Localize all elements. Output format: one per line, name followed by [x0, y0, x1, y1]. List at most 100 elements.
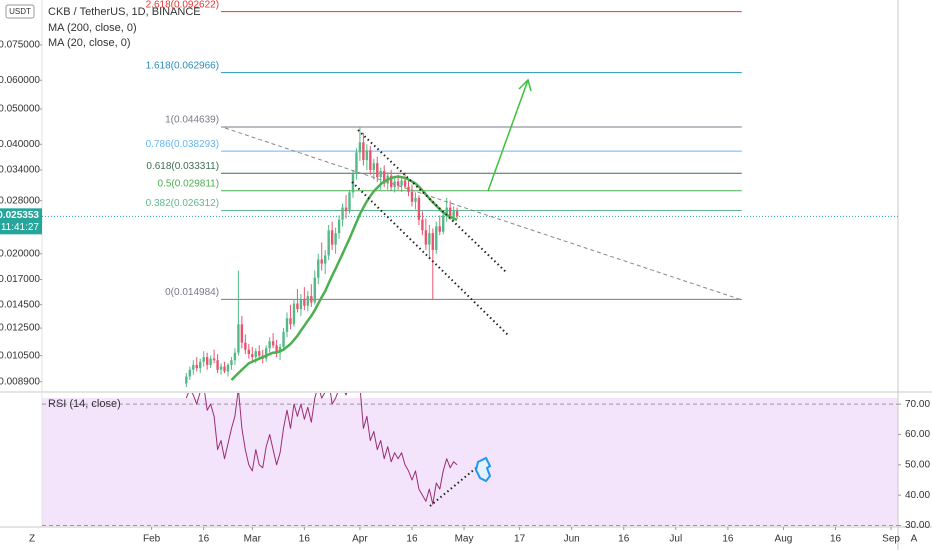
candle-body [334, 233, 337, 245]
fib-label: 0.618(0.033311) [146, 161, 219, 172]
rsi-tick-label: 60.00 [905, 429, 930, 440]
candle-body [396, 181, 400, 186]
candle-body [192, 364, 195, 370]
candle-body [403, 180, 407, 187]
trend-line [224, 127, 743, 301]
candle-body [199, 361, 202, 369]
candle-body [445, 207, 448, 216]
candle-body [233, 352, 237, 361]
chart-title: CKB / TetherUS, 1D, BINANCE [48, 6, 201, 18]
candle-body [268, 341, 271, 349]
arrow-head [518, 78, 532, 92]
candle-body [355, 152, 358, 174]
candle-body [320, 259, 323, 264]
y-tick-label: 0.014500 [0, 299, 40, 310]
candle-body [205, 357, 209, 365]
candle-body [303, 299, 306, 306]
fib-label: 0(0.014984) [165, 287, 219, 298]
candle-body [240, 324, 244, 343]
candle-body [223, 366, 226, 372]
candle-body [264, 348, 268, 359]
candle-body [344, 207, 348, 212]
candle-body [348, 192, 351, 212]
candle-body [327, 230, 330, 256]
auto-button[interactable]: A [911, 534, 918, 545]
candle-body [323, 255, 327, 264]
hand-icon [474, 456, 492, 483]
candle-body [216, 360, 219, 370]
x-tick-label: 16 [722, 534, 734, 545]
candle-body [254, 351, 257, 358]
candle-body [299, 299, 303, 310]
rsi-background [42, 398, 898, 526]
x-tick-label: Feb [143, 534, 161, 545]
x-tick-label: 17 [514, 534, 526, 545]
candle-body [383, 170, 386, 184]
candle-body [362, 142, 365, 161]
rsi-pane [42, 393, 898, 526]
candle-body [455, 211, 459, 217]
y-tick-label: 0.020000 [0, 248, 40, 259]
y-tick-label: 0.060000 [0, 75, 40, 86]
indicator-label: MA (20, close, 0) [48, 37, 131, 49]
currency-box [5, 4, 35, 19]
candle-body [376, 163, 379, 178]
rsi-tick-label: 50.00 [905, 459, 930, 470]
rsi-label: RSI (14, close) [48, 398, 121, 410]
x-tick-label: May [455, 534, 474, 545]
candle-body [410, 191, 414, 202]
candle-body [289, 318, 292, 325]
y-tick-label: 0.034000 [0, 165, 40, 176]
candle-body [379, 170, 382, 178]
y-tick-label: 0.012500 [0, 323, 40, 334]
candle-body [435, 226, 438, 250]
candle-body [365, 150, 369, 161]
candle-body [428, 233, 431, 245]
candle-body [285, 318, 289, 332]
candle-body [296, 303, 299, 310]
x-tick-label: 16 [830, 534, 842, 545]
x-tick-label: Jul [669, 534, 682, 545]
candle-body [188, 369, 192, 377]
rsi-line [185, 393, 458, 505]
candle-body [414, 197, 417, 202]
countdown: 11:41:27 [1, 222, 40, 233]
candle-body [407, 186, 410, 192]
price-pane [42, 11, 898, 388]
fib-label: 0.5(0.029811) [158, 178, 220, 189]
candle-body [317, 259, 320, 278]
x-tick-label: Sep [882, 534, 900, 545]
candle-body [372, 163, 375, 170]
last-price-label: 0.025353 [0, 210, 39, 221]
fib-label: 1.618(0.062966) [146, 60, 219, 71]
x-tick-label: 16 [406, 534, 418, 545]
candle-body [438, 226, 441, 232]
candle-body [330, 230, 334, 245]
currency: USDT [9, 7, 31, 16]
candle-body [424, 230, 428, 245]
x-tick-label: Apr [352, 534, 368, 545]
x-tick-label: 16 [198, 534, 210, 545]
zoom-button[interactable]: Z [29, 534, 35, 545]
fib-label: 1(0.044639) [165, 115, 219, 126]
candle-body [209, 358, 212, 365]
candle-body [202, 357, 205, 362]
candle-body [313, 277, 316, 303]
candle-body [275, 345, 278, 353]
candle-body [258, 351, 261, 356]
indicator-label: MA (200, close, 0) [48, 22, 137, 34]
candle-body [448, 207, 452, 218]
candle-body [230, 360, 233, 365]
candle-body [442, 215, 445, 232]
candle-body [341, 207, 344, 220]
candle-body [244, 342, 247, 350]
x-tick-label: Aug [775, 534, 793, 545]
y-tick-label: 0.050000 [0, 104, 40, 115]
rsi-trend-line [429, 467, 477, 507]
y-tick-label: 0.008900 [0, 376, 40, 387]
candle-body [212, 358, 216, 361]
ma-line [230, 175, 458, 381]
x-tick-label: Mar [244, 534, 262, 545]
